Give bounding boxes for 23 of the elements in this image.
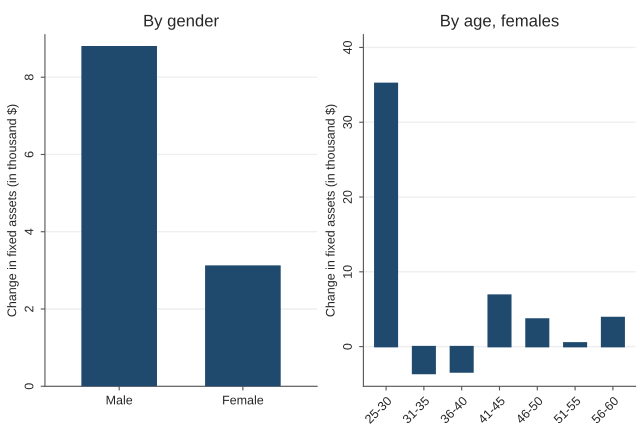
chart-title: By gender: [144, 14, 219, 30]
chart-title: By age, females: [441, 14, 559, 30]
y-tick-label: 0: [343, 344, 352, 350]
y-tick-label: 6: [24, 152, 34, 158]
bar: [525, 318, 550, 348]
y-tick-label: 0: [24, 383, 34, 390]
y-tick-label: 2: [24, 306, 34, 312]
x-tick-label: Female: [223, 395, 264, 404]
y-tick-label: 30: [343, 116, 352, 129]
bar: [487, 294, 512, 348]
y-tick-label: 20: [343, 190, 352, 204]
x-tick-label: Male: [106, 395, 132, 404]
y-tick-label: 4: [24, 228, 34, 235]
bar: [563, 342, 588, 348]
bar: [374, 82, 398, 348]
y-axis-title: Change in fixed assets (in thousand $): [325, 104, 338, 317]
bar: [450, 346, 474, 373]
y-tick-label: 10: [343, 265, 352, 278]
y-axis-title: Change in fixed assets (in thousand $): [6, 104, 19, 317]
bar: [412, 346, 436, 374]
y-tick-label: 40: [343, 40, 352, 54]
y-tick-label: 8: [24, 74, 34, 80]
bar: [600, 316, 625, 348]
